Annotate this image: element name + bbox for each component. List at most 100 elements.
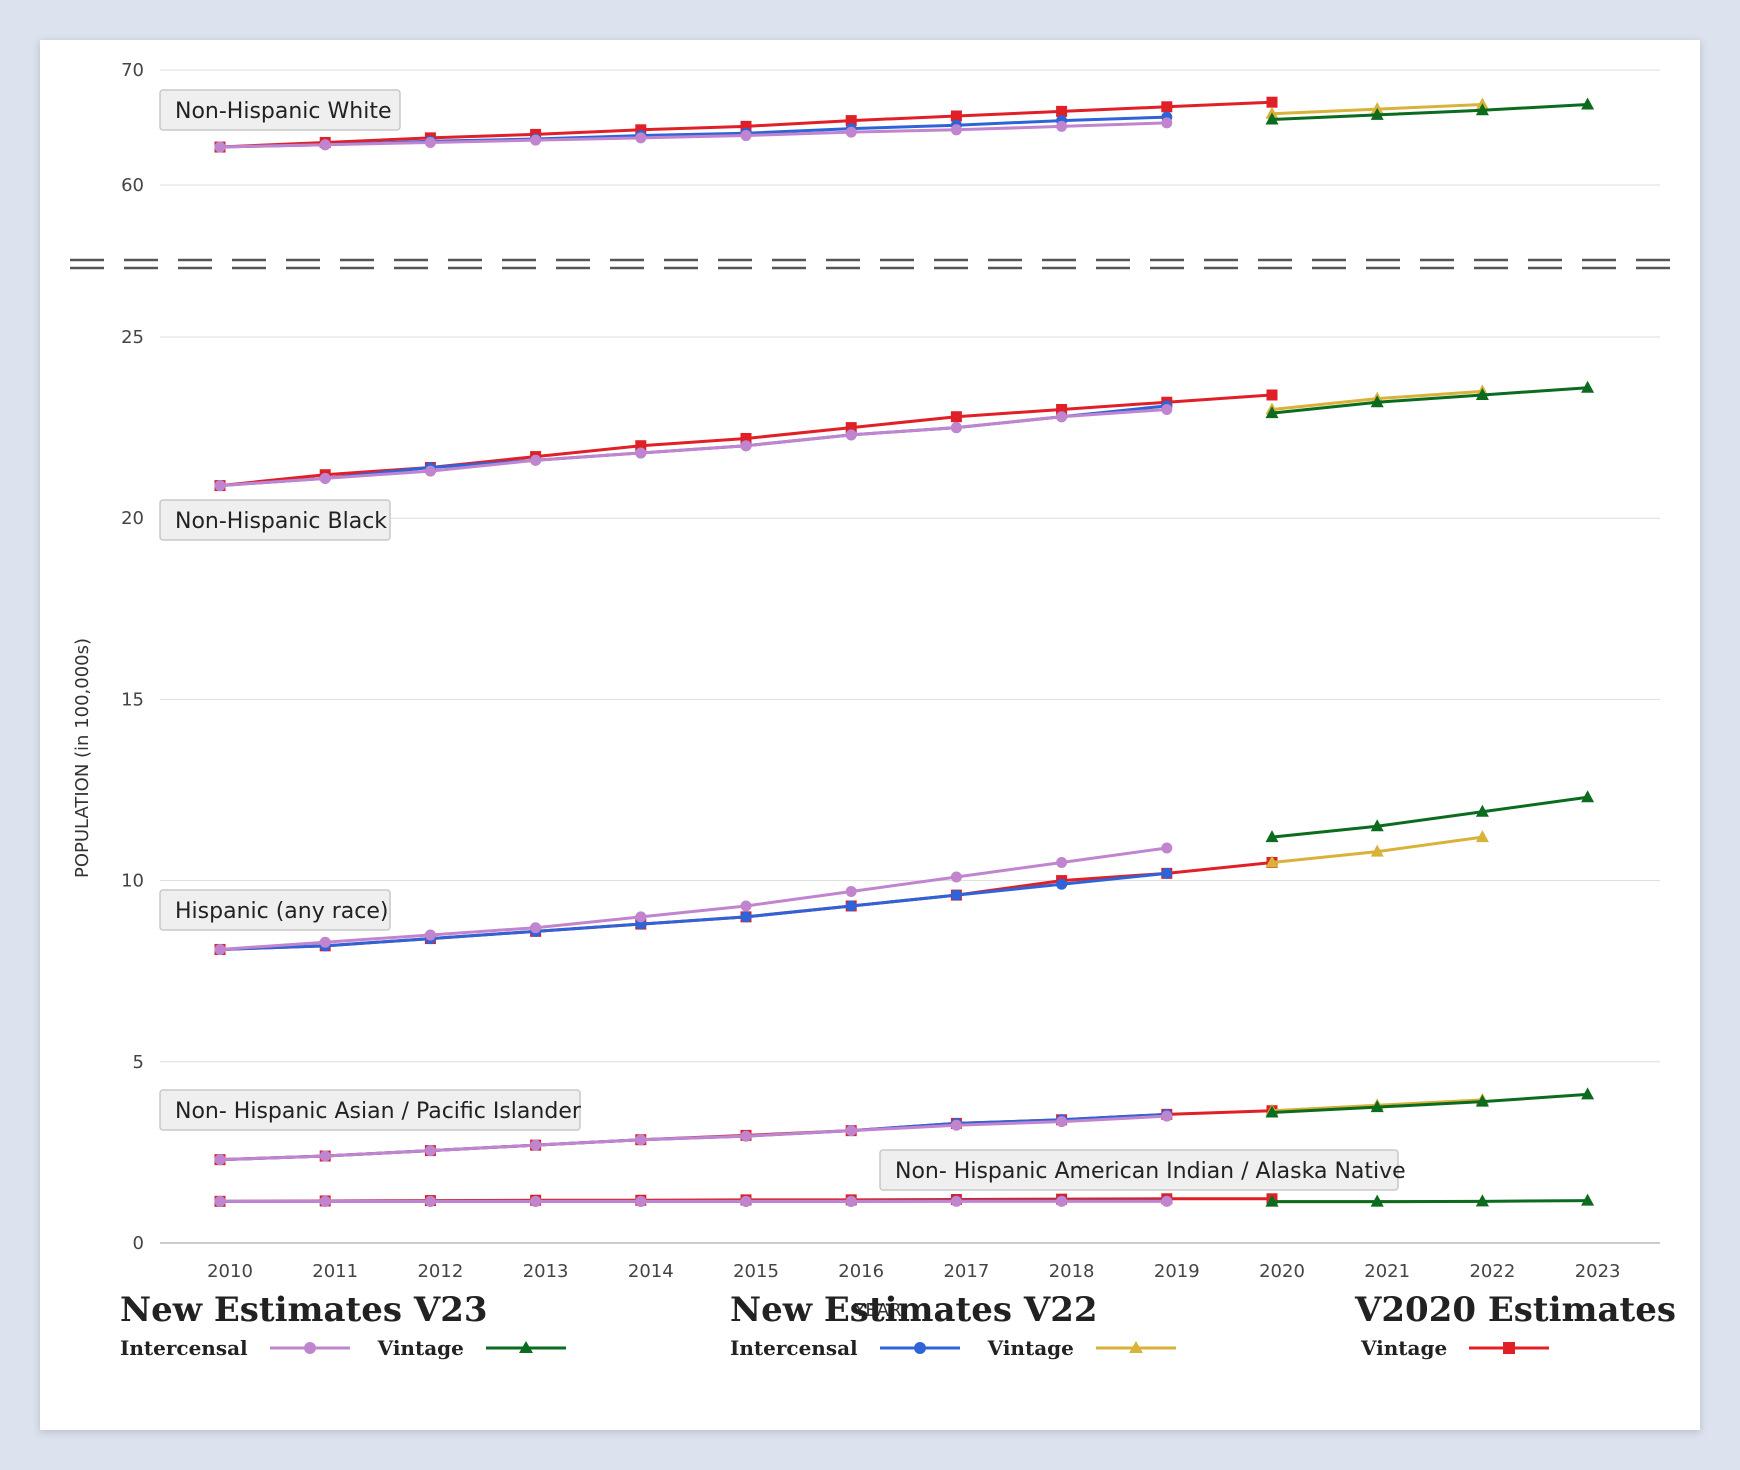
data-point-v23_vintage [1265,406,1279,419]
data-point-v22_vintage [1475,830,1489,843]
data-point-v23_intercensal [740,440,752,452]
data-point-v23_intercensal [424,929,436,941]
x-tick-label: 2011 [312,1261,358,1282]
data-point-v23_intercensal [1161,1195,1173,1207]
legend-v23-intercensal-swatch [269,1342,350,1354]
series-line-v23_intercensal [219,846,1168,951]
data-point-v23_intercensal [214,141,226,153]
data-point-v23_intercensal [635,1195,647,1207]
series-line-v23_vintage [1271,1092,1588,1115]
y-tick-label: 10 [121,871,144,892]
data-point-v2020_vintage [845,115,857,127]
data-point-v23_vintage [1475,387,1489,400]
data-point-v23_intercensal [319,1150,331,1162]
y-tick-label: 70 [121,60,144,81]
data-point-v23_intercensal [214,1195,226,1207]
x-tick-label: 2019 [1154,1261,1200,1282]
legend-v2020-vintage-label: Vintage [1361,1336,1448,1360]
legend-v2020-title: V2020 Estimates [1355,1290,1677,1330]
y-tick-label: 15 [121,689,144,710]
legend-v22-intercensal-label: Intercensal [730,1336,858,1360]
data-point-v23_intercensal [530,1195,542,1207]
x-tick-label: 2017 [943,1261,989,1282]
legend-v23-intercensal: Intercensal [120,1336,350,1360]
data-point-v23_intercensal [1056,856,1068,868]
series-line-v23_vintage [1271,386,1588,415]
chart-card: 60 70 0 5 10 15 20 25 2010 2011 2012 2013 2014 2015 20… [40,40,1700,1430]
population-chart: 60 70 0 5 10 15 20 25 2010 2011 2012 2013 2014 2015 20… [70,60,1670,1321]
legend-v23-title: New Estimates V23 [120,1290,488,1330]
data-point-v2020_vintage [950,110,962,122]
series-line-v23_intercensal [219,121,1167,149]
legend-v22-vintage-label: Vintage [987,1336,1074,1360]
data-point-v23_intercensal [214,480,226,492]
x-tick-label: 2021 [1364,1261,1410,1282]
data-point-v23_intercensal [635,132,647,144]
y-tick-label: 5 [133,1052,144,1073]
legend-v23-vintage-swatch [485,1341,566,1353]
x-tick-label: 2022 [1469,1261,1515,1282]
group-label: Non-Hispanic White [175,99,391,124]
x-tick-label: 2023 [1575,1261,1621,1282]
x-tick-label: 2012 [417,1261,463,1282]
data-point-v23_intercensal [845,126,857,138]
data-point-v23_intercensal [424,136,436,148]
data-point-v23_intercensal [950,871,962,883]
data-point-v23_intercensal [530,922,542,934]
data-point-v23_intercensal [950,1195,962,1207]
data-point-v23_intercensal [319,936,331,948]
data-point-v2020_vintage [950,411,962,423]
group-label: Non- Hispanic Asian / Pacific Islander [175,1099,582,1124]
data-point-v23_intercensal [740,1130,752,1142]
data-point-v23_vintage [1265,830,1279,843]
data-point-v23_intercensal [950,124,962,136]
legend-v23-intercensal-label: Intercensal [120,1336,248,1360]
data-point-v23_intercensal [635,447,647,459]
data-point-v2020_vintage [635,440,647,452]
data-point-v23_intercensal [1056,1116,1068,1128]
data-point-v23_intercensal [635,911,647,923]
data-point-v23_intercensal [530,134,542,146]
data-point-v23_intercensal [319,472,331,484]
group-label-box [159,499,391,541]
legend-v22-vintage-swatch [1095,1341,1176,1353]
group-label-box [159,889,391,931]
x-tick-label: 2016 [838,1261,884,1282]
y-axis-title: POPULATION (in 100,000s) [72,638,93,878]
legend-v22-vintage: Vintage [988,1336,1176,1360]
data-point-v2020_vintage [1266,96,1278,108]
series-line-v23_intercensal [219,407,1167,488]
data-point-v23_vintage [1475,1094,1489,1107]
data-point-v23_vintage [1370,395,1384,408]
legend-v22-intercensal-swatch [879,1342,960,1354]
data-point-v23_intercensal [424,1145,436,1157]
data-point-v23_vintage [1265,1105,1279,1118]
data-point-v23_intercensal [845,1125,857,1137]
data-point-v23_intercensal [635,1134,647,1146]
data-point-v23_intercensal [740,1195,752,1207]
series-line-v23_vintage [1272,1199,1588,1204]
data-point-v2020_vintage [740,432,752,444]
data-point-v23_intercensal [845,885,857,897]
legend-v23: New Estimates V23 Intercensal Vintage [120,1290,594,1360]
data-point-v2020_vintage [1056,105,1068,117]
data-point-v23_intercensal [950,422,962,434]
legend-v2020-vintage: Vintage [1361,1336,1550,1360]
series-line-v23_vintage [1271,103,1588,121]
data-point-v23_intercensal [1161,1110,1173,1122]
data-point-v23_vintage [1265,112,1279,125]
data-point-v22_intercensal [740,911,752,923]
data-point-v2020_vintage [1056,403,1068,415]
group-label-box [879,1149,1399,1191]
data-point-v23_intercensal [530,1139,542,1151]
data-point-v22_intercensal [1161,867,1173,879]
x-axis-title: YEAR [853,1300,901,1321]
data-point-v23_vintage [1581,97,1595,110]
y-tick-label: 25 [121,327,144,348]
legend-v22: New Estimates V22 Intercensal Vintage [730,1290,1204,1360]
group-label: Non-Hispanic Black [175,509,387,534]
x-tick-label: 2010 [207,1261,253,1282]
data-point-v23_intercensal [1056,1195,1068,1207]
group-label: Non- Hispanic American Indian / Alaska N… [895,1159,1406,1184]
data-point-v23_intercensal [1161,842,1173,854]
